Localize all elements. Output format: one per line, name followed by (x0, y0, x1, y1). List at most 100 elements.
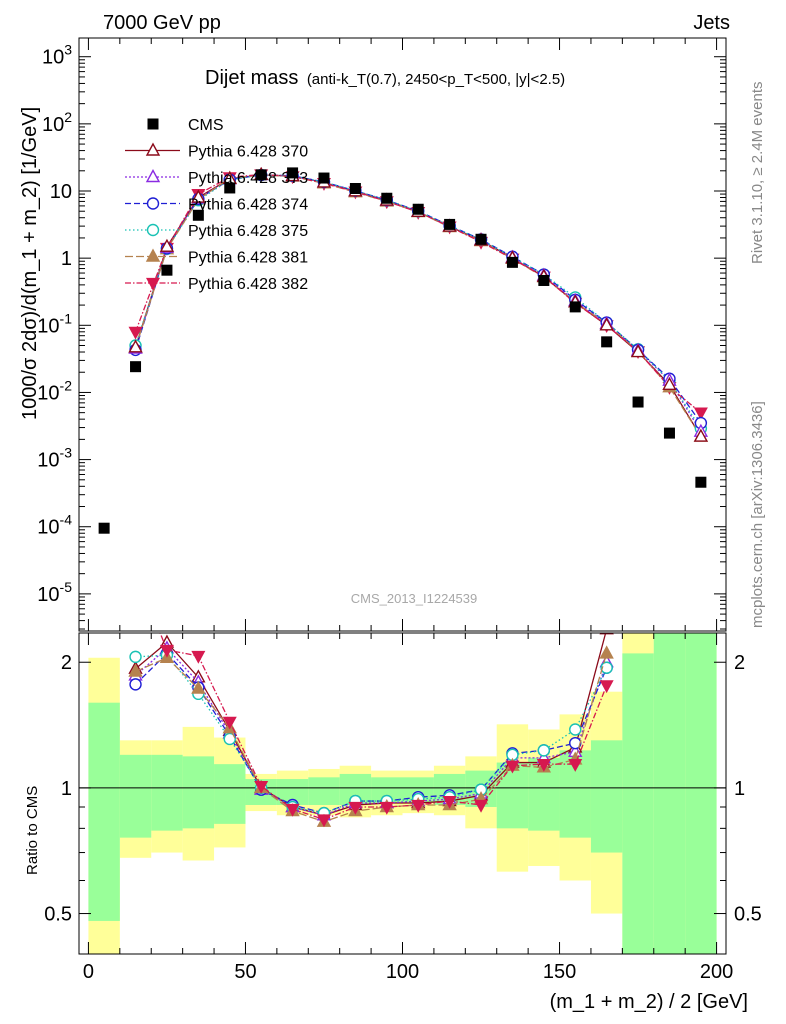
cms-point (255, 169, 267, 181)
y-tick-label: 1 (61, 248, 72, 270)
x-tick-label: 0 (83, 961, 94, 983)
pythia-6-428-382-ratio-point (159, 644, 174, 658)
ratio-band-inner (119, 754, 152, 838)
cms-point (569, 301, 581, 313)
x-tick-label: 200 (700, 961, 733, 983)
legend-item-pythia-6-428-373: Pythia 6.428 373 (125, 169, 308, 187)
header-left-title: 7000 GeV pp (103, 12, 221, 34)
pythia-6-428-382-ratio-point (411, 799, 426, 813)
ratio-band-inner (214, 764, 246, 824)
cms-point (381, 192, 393, 204)
pythia-6-428-370-ratio-line (135, 633, 607, 816)
plot-title-sub: (anti-k_T(0.7), 2450<p_T<500, |y|<2.5) (307, 71, 565, 88)
plot-title: Dijet mass (anti-k_T(0.7), 2450<p_T<500,… (205, 67, 565, 89)
x-tick-label: 100 (386, 961, 419, 983)
legend-label: Pythia 6.428 373 (188, 170, 308, 187)
pythia-6-428-375-ratio-point (537, 744, 551, 757)
pythia-6-428-370-point (128, 339, 143, 353)
pythia-6-428-370-point (191, 189, 206, 203)
pythia-6-428-382-point (693, 407, 708, 421)
legend-item-cms: CMS (147, 117, 224, 134)
cms-point (601, 336, 613, 348)
legend-item-pythia-6-428-381: Pythia 6.428 381 (125, 248, 308, 267)
ratio-band-inner (622, 653, 654, 954)
legend-item-pythia-6-428-382: Pythia 6.428 382 (125, 276, 308, 293)
legend-marker (146, 223, 160, 237)
cms-point (538, 274, 550, 286)
legend-label: Pythia 6.428 375 (188, 223, 308, 240)
legend-marker (147, 118, 159, 130)
cms-point (161, 264, 173, 276)
pythia-6-428-382-ratio-point (191, 650, 206, 664)
legend-marker (145, 277, 161, 291)
cms-point (412, 203, 424, 215)
legend-label: CMS (188, 117, 224, 134)
x-axis-label: (m_1 + m_2) / 2 [GeV] (550, 991, 748, 1013)
legend-marker (145, 248, 161, 262)
pythia-6-428-381-ratio-point (599, 645, 614, 659)
y-tick-label: 10-1 (37, 310, 72, 337)
pythia-6-428-375-ratio-point (600, 661, 613, 674)
ratio-band-inner (590, 740, 623, 853)
pythia-6-428-382-ratio-point (379, 801, 394, 815)
y-tick-label: 10-5 (37, 579, 72, 606)
pythia-6-428-382-ratio-point (474, 799, 489, 813)
pythia-6-428-381-ratio-point (128, 663, 143, 677)
legend: CMS Pythia 6.428 370 Pythia 6.428 373 Pythi… (125, 117, 308, 293)
legend-label: Pythia 6.428 374 (188, 197, 308, 214)
ratio-y-tick-label-right: 0.5 (734, 904, 762, 926)
legend-item-pythia-6-428-370: Pythia 6.428 370 (125, 142, 308, 161)
mcplots-label: mcplots.cern.ch [arXiv:1306.3436] (749, 401, 766, 628)
cms-point (130, 361, 142, 373)
legend-marker (146, 197, 160, 210)
legend-label: Pythia 6.428 382 (188, 276, 308, 293)
main-y-axis-label: 1000/σ 2dσ)/d(m_1 + m_2) [1/GeV] (19, 107, 41, 420)
pythia-6-428-382-ratio-point (222, 716, 237, 730)
y-tick-label: 10 (50, 181, 72, 203)
pythia-6-428-370-point (630, 344, 646, 358)
ratio-y-axis-label: Ratio to CMS (24, 786, 41, 875)
pythia-6-428-382-ratio-point (254, 780, 269, 794)
watermark: CMS_2013_I1224539 (351, 591, 478, 606)
header-right-title: Jets (693, 12, 730, 34)
pythia-6-428-382-point (128, 326, 143, 340)
ratio-y-tick-label-right: 2 (734, 652, 745, 674)
pythia-6-428-375-ratio-point (129, 650, 142, 664)
legend-label: Pythia 6.428 370 (188, 144, 308, 161)
pythia-6-428-382-ratio-point (568, 759, 583, 772)
pythia-6-428-381-ratio-line (135, 653, 608, 823)
pythia-6-428-374-ratio-point (129, 678, 142, 691)
legend-marker (145, 169, 161, 183)
pythia-6-428-382-ratio-line (159, 633, 608, 821)
pythia-6-428-370-point (599, 317, 614, 331)
ratio-band-inner (88, 702, 120, 921)
pythia-6-428-382-ratio-point (599, 680, 614, 694)
legend-label: Pythia 6.428 381 (188, 250, 308, 267)
cms-point (695, 476, 707, 488)
y-tick-label: 10-2 (37, 377, 72, 404)
cms-point (506, 256, 518, 268)
x-tick-label: 150 (543, 961, 576, 983)
ratio-y-tick-label: 2 (61, 652, 72, 674)
pythia-6-428-382-ratio-point (348, 801, 363, 815)
cms-point (444, 218, 456, 230)
ratio-band-inner (653, 633, 686, 954)
ratio-y-tick-label: 1 (61, 778, 72, 800)
pythia-6-428-382-ratio-point (536, 759, 551, 772)
pythia-6-428-382-ratio-point (130, 567, 142, 578)
ratio-band-inner (151, 754, 183, 831)
pythia-6-428-382-ratio-point (442, 795, 457, 809)
pythia-6-428-381-ratio-point (191, 680, 206, 694)
rivet-label: Rivet 3.1.10, ≥ 2.4M events (749, 82, 766, 265)
legend-marker (145, 142, 161, 156)
ratio-band-inner (308, 777, 340, 805)
legend-item-pythia-6-428-374: Pythia 6.428 374 (125, 197, 308, 214)
cms-point (98, 522, 110, 534)
pythia-6-428-375-ratio-point (223, 732, 236, 746)
pythia-6-428-382-ratio-point (285, 803, 300, 817)
ratio-y-tick-label-right: 1 (734, 778, 745, 800)
plot-title-main: Dijet mass (205, 67, 298, 89)
pythia-6-428-370-point (662, 376, 677, 390)
y-tick-label: 102 (42, 109, 72, 136)
